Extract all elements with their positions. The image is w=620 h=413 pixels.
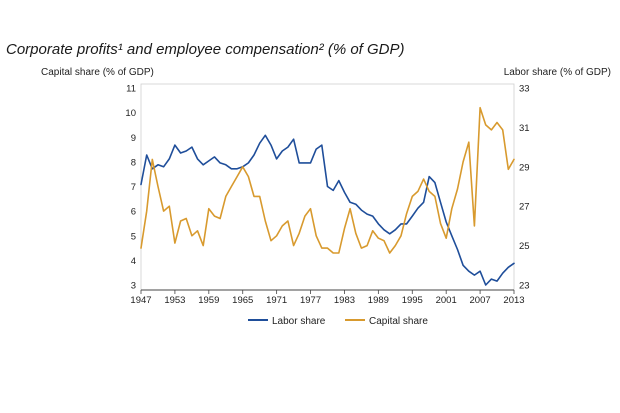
right-tick-label: 31: [519, 123, 530, 134]
x-tick-label: 2007: [470, 295, 491, 306]
left-tick-label: 5: [131, 231, 136, 242]
series-line-capital-share: [140, 106, 515, 254]
left-tick-label: 4: [131, 256, 136, 267]
chart-title: Corporate profits¹ and employee compensa…: [6, 41, 405, 58]
x-tick-label: 1989: [368, 295, 389, 306]
x-tick-label: 1977: [300, 295, 321, 306]
x-tick-label: 1995: [402, 295, 423, 306]
right-axis-ticks: 23 25 27 29 31 33: [519, 84, 530, 292]
left-tick-label: 6: [131, 207, 136, 218]
left-tick-label: 3: [131, 281, 136, 292]
right-tick-label: 29: [519, 162, 530, 173]
x-axis-ticks: 1947 1953 1959 1965 1971 1977 1983 1989 1995 2001…: [130, 290, 525, 306]
x-tick-label: 2001: [436, 295, 457, 306]
right-axis-title: Labor share (% of GDP): [504, 67, 611, 78]
x-tick-label: 1953: [164, 295, 185, 306]
right-tick-label: 27: [519, 202, 530, 213]
right-tick-label: 33: [519, 84, 530, 95]
x-tick-label: 1965: [232, 295, 253, 306]
right-tick-label: 23: [519, 281, 530, 292]
legend-label-capital-share: Capital share: [369, 316, 428, 327]
x-tick-label: 2013: [503, 295, 524, 306]
legend-label-labor-share: Labor share: [272, 316, 326, 327]
legend: Labor share Capital share: [248, 316, 428, 327]
x-tick-label: 1971: [266, 295, 287, 306]
left-axis-title: Capital share (% of GDP): [41, 67, 154, 78]
right-tick-label: 25: [519, 241, 530, 252]
left-tick-label: 7: [131, 182, 136, 193]
series-line-labor-share: [140, 134, 515, 286]
left-tick-label: 10: [125, 108, 136, 119]
x-tick-label: 1947: [130, 295, 151, 306]
x-tick-label: 1959: [198, 295, 219, 306]
left-tick-label: 11: [126, 84, 136, 95]
left-axis-ticks: 3 4 5 6 7 8 9 10 11: [125, 84, 136, 292]
left-tick-label: 9: [131, 133, 136, 144]
x-tick-label: 1983: [334, 295, 355, 306]
series-layer: [140, 106, 515, 286]
left-tick-label: 8: [131, 157, 136, 168]
